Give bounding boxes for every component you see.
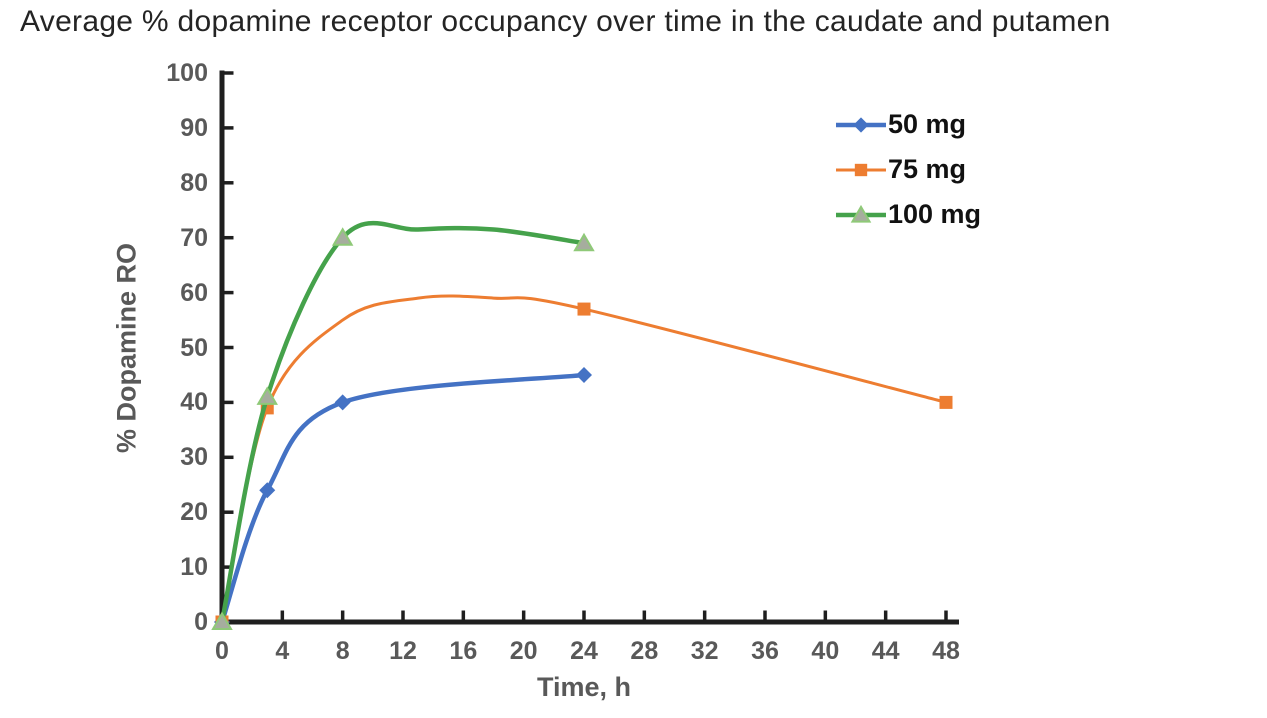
y-tick-label: 100: [166, 59, 208, 87]
y-tick-label: 40: [180, 388, 208, 417]
legend-item-75-mg: 75 mg: [836, 147, 981, 192]
x-tick-label: 24: [570, 637, 598, 665]
square-marker: [854, 163, 868, 176]
x-tick-label: 36: [751, 637, 779, 665]
legend-label: 50 mg: [888, 109, 967, 139]
x-tick-label: 16: [449, 637, 478, 665]
diamond-marker: [259, 482, 276, 499]
x-tick-label: 8: [335, 637, 350, 665]
x-tick-label: 32: [690, 637, 719, 665]
x-tick-label: 40: [811, 637, 840, 665]
x-tick-label: 28: [630, 637, 659, 665]
x-tick-label: 20: [509, 637, 538, 665]
y-tick-label: 60: [180, 278, 208, 307]
y-axis-title: % Dopamine RO: [111, 242, 142, 454]
triangle-marker: [850, 204, 872, 223]
y-tick-label: 10: [180, 553, 208, 582]
series-curve-50-mg: [219, 372, 587, 625]
legend-label: 75 mg: [888, 154, 967, 184]
x-tick-label: 4: [275, 637, 290, 665]
diamond-marker: [576, 366, 592, 383]
legend-key-triangle-icon: [836, 204, 886, 223]
x-tick-label: 44: [871, 637, 900, 665]
y-tick-label: 0: [194, 608, 208, 636]
y-tick-label: 30: [180, 443, 208, 472]
diamond-marker: [853, 116, 869, 133]
legend-label: 100 mg: [888, 199, 982, 229]
square-marker: [939, 395, 953, 409]
x-tick-label: 12: [389, 637, 417, 665]
legend-item-100-mg: 100 mg: [836, 192, 981, 237]
legend-item-50-mg: 50 mg: [836, 102, 981, 147]
series-curve-100-mg: [219, 220, 587, 625]
y-tick-label: 80: [180, 168, 208, 197]
diamond-marker: [334, 394, 351, 411]
chart-title: Average % dopamine receptor occupancy ov…: [20, 5, 1111, 38]
triangle-marker: [573, 232, 595, 252]
legend-key-square-icon: [836, 163, 886, 176]
x-axis-title: Time, h: [536, 672, 632, 702]
x-tick-label: 48: [932, 637, 960, 665]
y-tick-label: 20: [180, 498, 208, 527]
triangle-marker: [211, 611, 233, 630]
series-curve-75-mg: [220, 294, 948, 624]
square-marker: [577, 302, 591, 316]
y-tick-label: 70: [180, 223, 208, 252]
legend: 50 mg 75 mg 100 mg: [836, 102, 981, 237]
y-tick-label: 90: [180, 113, 208, 142]
triangle-marker: [331, 227, 354, 246]
x-tick-label: 0: [215, 637, 229, 665]
y-tick-label: 50: [180, 333, 208, 362]
triangle-marker: [256, 386, 278, 405]
legend-key-diamond-icon: [836, 116, 886, 133]
